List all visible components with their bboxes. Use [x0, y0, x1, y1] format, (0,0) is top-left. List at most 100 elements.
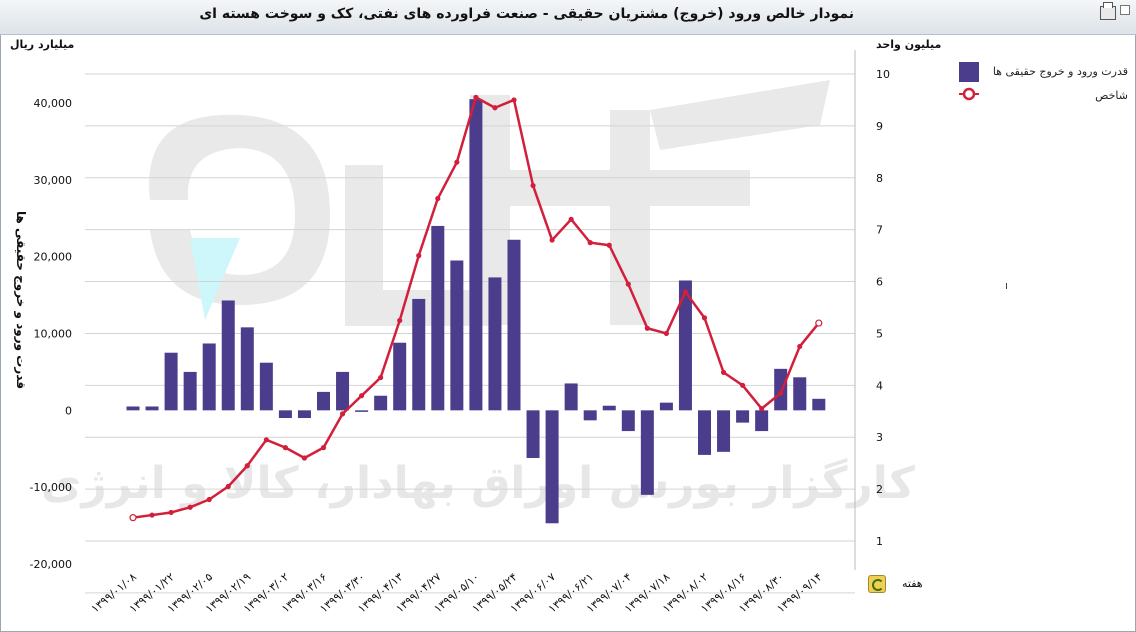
title-bar: نمودار خالص ورود (خروج) مشتریان حقیقی - … [0, 0, 1136, 35]
line-point [701, 315, 708, 321]
line-point [168, 509, 174, 516]
bar [583, 410, 597, 421]
line-point [663, 330, 670, 337]
bar [736, 410, 750, 423]
line-point [225, 483, 231, 490]
bar-swatch-icon [959, 62, 979, 82]
line-point [587, 240, 593, 246]
line-point [206, 496, 212, 503]
y2-tick-label: 7 [876, 224, 883, 237]
bar [374, 395, 388, 411]
y2-tick-label: 2 [876, 483, 883, 496]
week-label[interactable]: هفته [902, 577, 923, 590]
line-point [378, 374, 384, 381]
line-point [473, 94, 479, 100]
bar [812, 398, 826, 411]
line-point [815, 319, 823, 327]
line-point [435, 195, 441, 202]
y-tick-label: -10,000 [30, 481, 72, 494]
bar [774, 368, 788, 411]
line-point [606, 242, 612, 248]
line-point [644, 325, 650, 331]
left-axis-unit: میلیارد ریال [10, 38, 75, 51]
bar [469, 99, 483, 411]
line-point [568, 216, 574, 222]
bar [221, 300, 235, 411]
bar [488, 277, 502, 411]
refresh-icon[interactable] [868, 575, 886, 593]
bar [431, 225, 445, 411]
bar [602, 405, 616, 411]
line-point [682, 289, 689, 295]
line-point [282, 445, 288, 451]
bar [526, 410, 540, 458]
line-point [454, 159, 460, 165]
line-point [359, 393, 365, 399]
bar [640, 410, 654, 495]
watermark-text: کارگزار بورس اوراق بهادار، کالا و انرژی [41, 457, 915, 509]
y-tick-label: 30,000 [34, 174, 73, 187]
bar [145, 406, 159, 411]
line-point [530, 182, 536, 189]
line-point [263, 437, 269, 443]
line-point [625, 281, 631, 287]
legend-label-bars: قدرت ورود و خروج حقیقی ها [992, 65, 1128, 78]
bar [678, 280, 692, 411]
bar [545, 410, 559, 524]
bar [240, 327, 254, 411]
bar [507, 239, 521, 411]
bar [698, 410, 711, 455]
y2-tick-label: 1 [876, 535, 883, 548]
printer-icon[interactable] [1100, 2, 1116, 20]
bar [755, 410, 769, 432]
bar [336, 371, 350, 411]
bar [717, 410, 731, 452]
y2-tick-label: 6 [876, 276, 883, 289]
bar [450, 260, 464, 411]
line-point [320, 445, 327, 451]
bar [202, 343, 216, 411]
line-point [339, 411, 346, 417]
bar [259, 362, 273, 411]
bar [412, 298, 426, 411]
line-swatch-icon [959, 84, 979, 104]
y-tick-label: 10,000 [34, 328, 73, 341]
bar [393, 342, 407, 411]
line-point [129, 514, 137, 522]
line-point [301, 455, 308, 461]
y-tick-label: 20,000 [34, 251, 73, 264]
line-point [739, 382, 746, 388]
y-tick-label: 0 [65, 404, 72, 417]
legend-item-bars[interactable]: قدرت ورود و خروج حقیقی ها [958, 60, 1128, 84]
bar [126, 406, 140, 411]
bar [278, 410, 292, 419]
bar [793, 377, 807, 411]
bar [317, 391, 330, 411]
y-tick-label: -20,000 [30, 558, 72, 571]
restore-icon[interactable] [1120, 5, 1130, 15]
line-point [244, 463, 250, 469]
line-point [549, 237, 555, 243]
y2-tick-label: 5 [876, 327, 883, 340]
y2-tick-label: 9 [876, 120, 883, 133]
line-point [511, 97, 517, 103]
line-point [797, 343, 803, 350]
bar [564, 383, 578, 411]
line-point [492, 105, 498, 111]
bar [355, 410, 369, 412]
cursor-mark [1006, 283, 1007, 289]
y-tick-label: 40,000 [34, 97, 73, 110]
line-point [416, 253, 422, 259]
line-point [759, 406, 765, 412]
line-point [187, 504, 193, 510]
legend-item-line[interactable]: شاخص [958, 84, 1128, 108]
line-point [720, 369, 727, 375]
chart-legend: قدرت ورود و خروج حقیقی ها شاخص [958, 60, 1128, 108]
y2-tick-label: 3 [876, 431, 883, 444]
y-axis-title: قدرت ورود و خروج حقیقی ها [13, 211, 28, 389]
line-point [149, 512, 155, 518]
line-point [778, 390, 784, 396]
right-axis-unit: میلیون واحد [876, 38, 942, 51]
y2-tick-label: 10 [876, 68, 890, 81]
